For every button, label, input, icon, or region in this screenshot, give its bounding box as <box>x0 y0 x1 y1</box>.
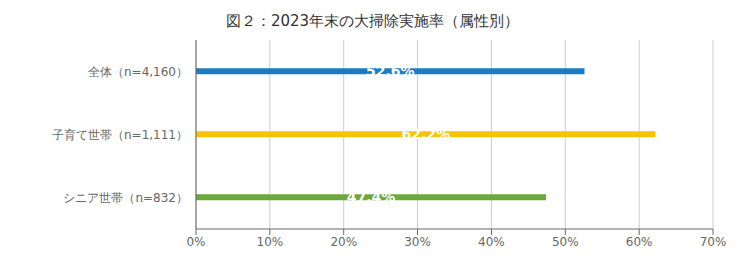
svg-text:40%: 40% <box>478 235 505 249</box>
svg-text:50%: 50% <box>552 235 579 249</box>
svg-text:52.6%: 52.6% <box>366 63 415 79</box>
svg-text:全体（n=4,160）: 全体（n=4,160） <box>88 65 188 79</box>
svg-text:60%: 60% <box>626 235 653 249</box>
svg-text:10%: 10% <box>257 235 284 249</box>
svg-text:70%: 70% <box>700 235 727 249</box>
svg-text:20%: 20% <box>330 235 357 249</box>
svg-text:シニア世帯（n=832）: シニア世帯（n=832） <box>63 191 188 205</box>
html-text:図２：2023年末の大掃除実施率（属性別）: 図２：2023年末の大掃除実施率（属性別） <box>225 12 520 30</box>
svg-text:0%: 0% <box>186 235 205 249</box>
svg-text:30%: 30% <box>404 235 431 249</box>
svg-text:47.4%: 47.4% <box>347 189 396 205</box>
svg-text:62.2%: 62.2% <box>401 126 450 142</box>
svg-text:子育て世帯（n=1,111）: 子育て世帯（n=1,111） <box>52 128 188 142</box>
